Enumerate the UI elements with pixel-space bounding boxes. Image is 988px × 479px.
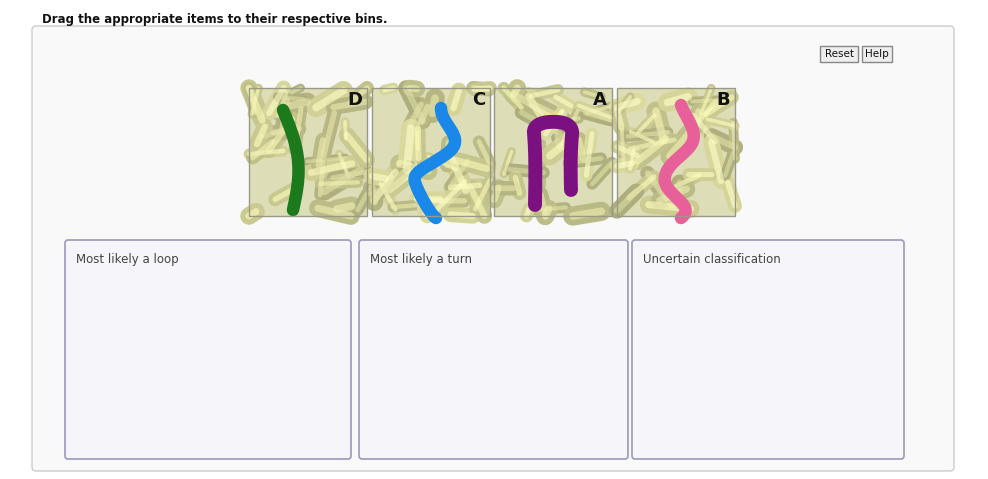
- FancyBboxPatch shape: [32, 26, 954, 471]
- Text: Uncertain classification: Uncertain classification: [643, 253, 781, 266]
- Text: C: C: [471, 91, 485, 109]
- Bar: [494, 88, 612, 216]
- Text: Most likely a loop: Most likely a loop: [76, 253, 179, 266]
- FancyBboxPatch shape: [65, 240, 351, 459]
- Text: Drag the appropriate items to their respective bins.: Drag the appropriate items to their resp…: [42, 13, 387, 26]
- Text: B: B: [716, 91, 730, 109]
- Text: Reset: Reset: [825, 49, 854, 59]
- FancyBboxPatch shape: [632, 240, 904, 459]
- Bar: [372, 88, 490, 216]
- Text: D: D: [347, 91, 362, 109]
- FancyBboxPatch shape: [862, 46, 892, 62]
- FancyBboxPatch shape: [820, 46, 858, 62]
- Text: Help: Help: [865, 49, 889, 59]
- Text: Most likely a turn: Most likely a turn: [370, 253, 472, 266]
- Text: A: A: [593, 91, 607, 109]
- Bar: [617, 88, 735, 216]
- FancyBboxPatch shape: [359, 240, 628, 459]
- Bar: [249, 88, 367, 216]
